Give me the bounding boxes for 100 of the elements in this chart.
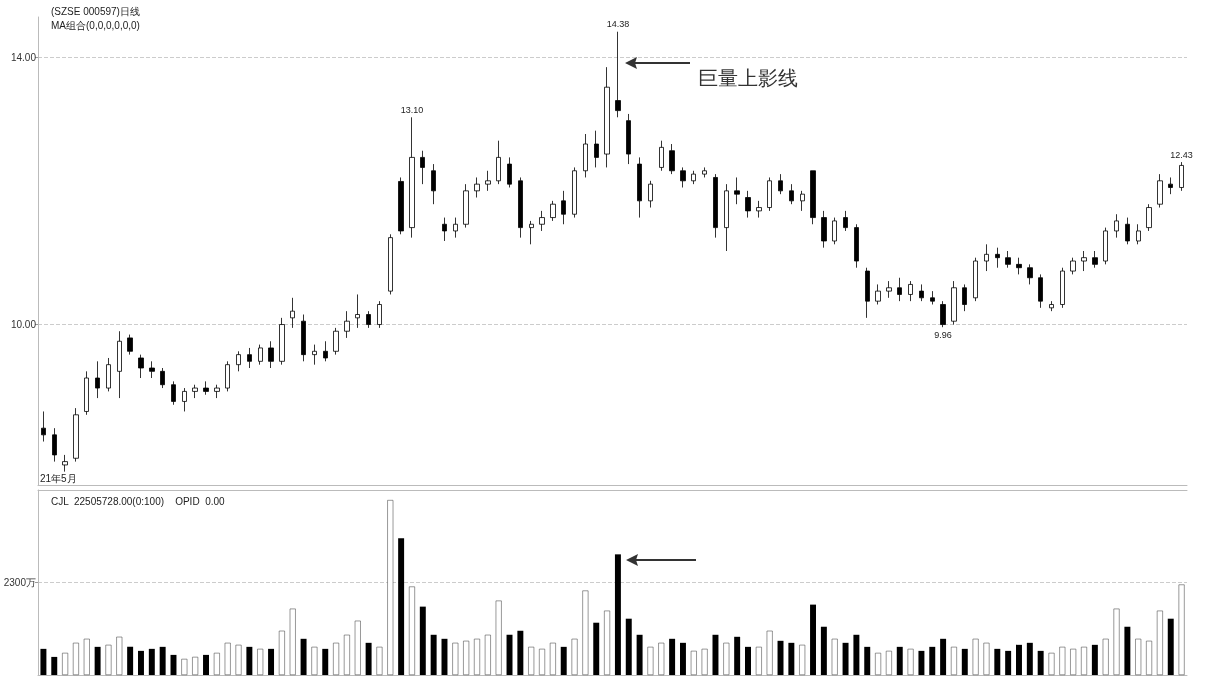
bar (734, 636, 741, 675)
candlestick (323, 340, 328, 362)
candlestick (344, 310, 350, 339)
bar (669, 638, 676, 675)
bar (1113, 608, 1120, 675)
candlestick (431, 163, 436, 205)
candlestick (789, 183, 794, 205)
candlestick (832, 217, 837, 245)
candlestick (604, 66, 610, 168)
bar (257, 648, 264, 675)
bar (1048, 652, 1055, 675)
bar (51, 656, 58, 675)
bar (918, 650, 925, 675)
candlestick (865, 267, 870, 319)
candlestick (691, 170, 696, 185)
candlestick (669, 143, 675, 175)
bar (614, 554, 621, 675)
candlestick (1027, 263, 1033, 285)
bar (83, 638, 90, 675)
bar (929, 646, 936, 675)
candlestick (355, 294, 360, 329)
bar (647, 646, 654, 675)
bar (138, 650, 144, 675)
candlestick (182, 387, 187, 412)
candlestick (117, 330, 122, 399)
candlestick (734, 177, 740, 205)
bar (181, 658, 188, 675)
bar (452, 642, 459, 675)
bar (831, 638, 838, 675)
candlestick (767, 177, 772, 212)
bar (690, 650, 697, 675)
bar (820, 626, 827, 675)
bar (463, 640, 470, 675)
bar (842, 642, 849, 675)
annotation: 9.96 (934, 329, 952, 340)
candlestick (1081, 250, 1087, 272)
candlestick (192, 384, 198, 399)
candlestick (106, 357, 111, 392)
candlestick (843, 210, 848, 232)
annotation: 13.10 (400, 104, 424, 115)
bar (474, 638, 480, 675)
bar (940, 638, 947, 675)
candlestick (800, 190, 805, 212)
candlestick (756, 200, 762, 218)
bar (961, 648, 968, 675)
bar (72, 642, 79, 675)
candlestick (897, 277, 902, 302)
bar (604, 610, 611, 675)
candlestick (73, 407, 79, 462)
candlestick (366, 310, 371, 329)
candlestick (908, 280, 913, 302)
candlestick (615, 31, 621, 118)
candlestick (214, 384, 220, 399)
candlestick (680, 167, 686, 188)
bar (127, 646, 134, 675)
bar (885, 650, 892, 675)
bar (983, 642, 990, 675)
candlestick (973, 257, 978, 302)
bar (864, 646, 871, 675)
bar (419, 606, 426, 675)
candlestick (745, 190, 751, 218)
candlestick (95, 360, 100, 399)
candlestick (561, 190, 566, 225)
candlestick (713, 173, 718, 239)
candlestick (648, 180, 653, 208)
bar (430, 634, 437, 675)
candlestick (225, 360, 230, 392)
bar (549, 642, 556, 675)
bar (679, 642, 686, 675)
bar (192, 656, 199, 675)
bar (300, 638, 307, 675)
candlestick (1114, 213, 1119, 239)
annotation: 12.43 (1170, 149, 1193, 160)
bar (907, 648, 914, 675)
bar (40, 648, 47, 675)
bar (723, 642, 730, 675)
bar (116, 636, 123, 675)
candlestick (1125, 217, 1130, 245)
bar (950, 646, 957, 675)
candlestick (626, 113, 631, 165)
candlestick (62, 454, 68, 473)
candlestick (127, 334, 133, 356)
bar (1167, 618, 1174, 675)
candlestick (203, 380, 209, 396)
candlestick (539, 210, 545, 232)
bar (994, 648, 1001, 675)
candlestick (1005, 250, 1011, 269)
candlestick (854, 223, 859, 269)
candlestick (875, 284, 881, 305)
bar (343, 634, 350, 675)
candlestick (821, 210, 827, 249)
candlestick (930, 290, 935, 305)
bar (159, 646, 166, 675)
candlestick (236, 350, 241, 372)
bar (1059, 646, 1066, 675)
candlestick (485, 170, 491, 192)
bar (354, 620, 361, 675)
candlestick (463, 183, 469, 228)
candlestick (1070, 257, 1076, 275)
candlestick (84, 370, 89, 416)
